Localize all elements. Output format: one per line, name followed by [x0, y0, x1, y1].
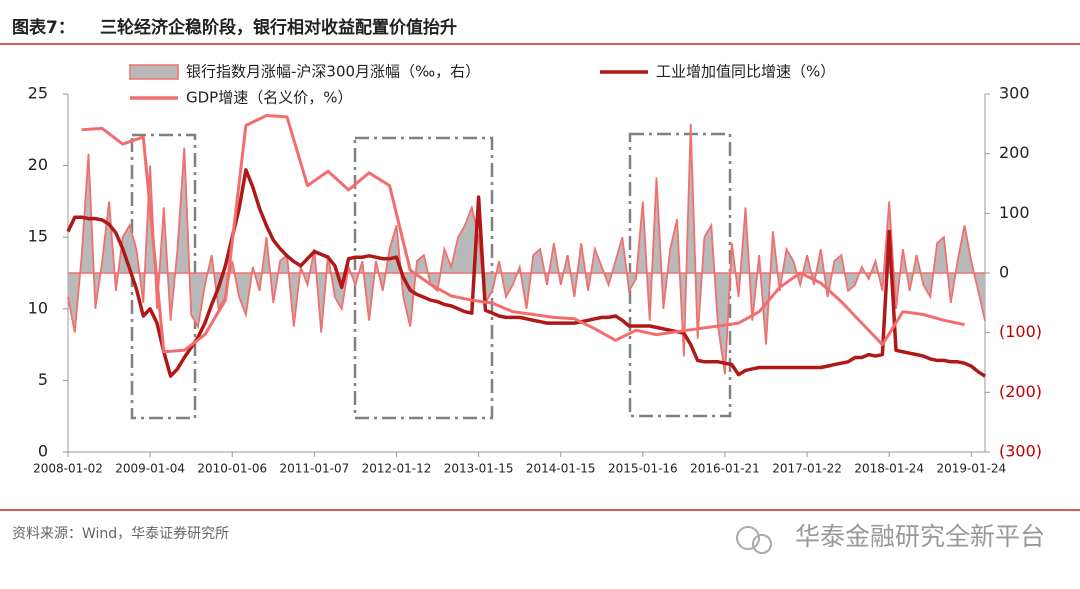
- y-tick-label: 20: [28, 155, 48, 174]
- y-tick-label: 15: [28, 227, 48, 246]
- area-line: [67, 123, 986, 375]
- y-tick-label: 10: [28, 298, 48, 317]
- legend-swatch: [129, 64, 179, 80]
- x-tick-label: 2014-01-15: [526, 462, 596, 476]
- area: [68, 123, 985, 375]
- chart-title: 三轮经济企稳阶段，银行相对收益配置价值抬升: [100, 17, 457, 38]
- legend-label: 银行指数月涨幅-沪深300月涨幅（‰，右）: [186, 63, 480, 81]
- legend-label: GDP增速（名义价，%）: [186, 89, 352, 107]
- y2-tick-label: (100): [999, 322, 1042, 341]
- y2-tick-label: (300): [999, 442, 1042, 461]
- x-tick-label: 2013-01-15: [444, 462, 514, 476]
- x-tick-label: 2008-01-02: [33, 462, 103, 476]
- x-tick-label: 2016-01-21: [690, 462, 760, 476]
- x-tick-label: 2017-01-22: [772, 462, 842, 476]
- line: [66, 168, 986, 378]
- x-tick-label: 2019-01-24: [936, 462, 1006, 476]
- x-tick-label: 2011-01-07: [279, 462, 349, 476]
- x-tick-label: 2015-01-16: [608, 462, 678, 476]
- y2-tick-label: (200): [999, 382, 1042, 401]
- y-tick-label: 5: [38, 370, 48, 389]
- x-tick-label: 2009-01-04: [115, 462, 185, 476]
- y2-tick-label: 100: [999, 203, 1030, 222]
- watermark: 华泰金融研究全新平台: [795, 522, 1045, 551]
- y2-tick-label: 0: [999, 263, 1009, 282]
- y2-tick-label: 200: [999, 143, 1030, 162]
- x-tick-label: 2018-01-24: [854, 462, 924, 476]
- legend-label: 工业增加值同比增速（%）: [656, 63, 835, 81]
- y-tick-label: 0: [38, 442, 48, 461]
- source-note: 资料来源：Wind，华泰证券研究所: [12, 526, 229, 542]
- y-tick-label: 25: [28, 84, 48, 103]
- y2-tick-label: 300: [999, 84, 1030, 103]
- watermark-icon: [736, 526, 772, 554]
- figure-label: 图表7：: [12, 17, 75, 38]
- x-tick-label: 2010-01-06: [197, 462, 267, 476]
- line: [81, 114, 965, 354]
- x-tick-label: 2012-01-12: [362, 462, 432, 476]
